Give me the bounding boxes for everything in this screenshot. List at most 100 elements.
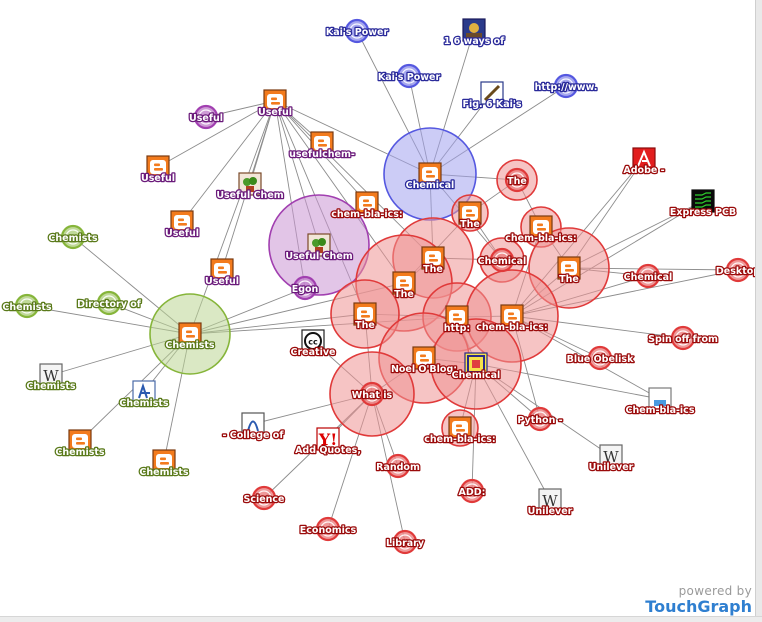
node-the[interactable]: The	[421, 246, 445, 276]
node-label: chem-bla-ics:	[331, 209, 402, 220]
node-ring	[359, 381, 385, 407]
node-the[interactable]: The	[504, 167, 530, 193]
node-fig-6-kai-s[interactable]: Fig. 6 Kai's	[461, 81, 523, 111]
node-noel-o-blog[interactable]: Noel O'Blog:	[390, 346, 458, 376]
node-ring	[459, 478, 485, 504]
blogger-icon	[152, 449, 176, 473]
node-chemists[interactable]: Chemists	[118, 380, 170, 410]
node-useful-chem[interactable]: Useful Chem	[284, 233, 354, 263]
node-ring	[251, 485, 277, 511]
node-label: ADD:	[459, 487, 486, 498]
node-what-is[interactable]: What is	[350, 381, 394, 407]
node-science[interactable]: Science	[242, 485, 286, 511]
node-chemical[interactable]: Chemical	[450, 352, 502, 382]
node-egon[interactable]: Egon	[290, 275, 320, 301]
node-add[interactable]: ADD:	[457, 478, 487, 504]
node-python[interactable]: Python -	[516, 406, 564, 432]
node-chemists[interactable]: Chemists	[47, 224, 99, 250]
node-label: Spin off from	[648, 334, 718, 345]
node-label: Fig. 6 Kai's	[463, 99, 522, 110]
node-the[interactable]: The	[458, 201, 482, 231]
node-http-www[interactable]: http://www.	[533, 73, 599, 99]
node-label: The	[559, 274, 579, 285]
node-label: Kai's Power	[378, 72, 441, 83]
node-adobe[interactable]: Adobe -	[622, 147, 666, 177]
node-chem-bla-ics[interactable]: chem-bla-ics:	[504, 215, 578, 245]
node-kai-s-power[interactable]: Kai's Power	[377, 63, 442, 89]
blogger-icon	[529, 215, 553, 239]
node-useful[interactable]: Useful	[188, 104, 224, 130]
node-label: Useful	[258, 107, 292, 118]
node-ring	[489, 247, 515, 273]
adobe-icon	[632, 147, 656, 171]
node-useful[interactable]: Useful	[204, 258, 240, 288]
blogger-icon	[500, 304, 524, 328]
node-chemists[interactable]: Chemists	[164, 322, 216, 352]
flask-icon	[648, 387, 672, 411]
node-useful[interactable]: Useful	[257, 89, 293, 119]
node-random[interactable]: Random	[375, 453, 421, 479]
node-chem-bla-ics[interactable]: chem-bla-ics:	[423, 416, 497, 446]
node-add-quotes[interactable]: Y!Add Quotes,	[294, 427, 362, 457]
node-kai-s-power[interactable]: Kai's Power	[325, 18, 390, 44]
node-ring	[504, 167, 530, 193]
node-http[interactable]: http:	[442, 305, 472, 335]
node-ring	[527, 406, 553, 432]
node-ring	[193, 104, 219, 130]
node-chem-bla-ics[interactable]: chem-bla-ics:	[475, 304, 549, 334]
node-chemical[interactable]: Chemical	[476, 247, 528, 273]
node-label: Chemical	[406, 180, 455, 191]
node-desktop[interactable]: Desktop	[715, 257, 762, 283]
node-label: Chemists	[48, 233, 98, 244]
node-label: Science	[243, 494, 284, 505]
node-the[interactable]: The	[353, 302, 377, 332]
college-icon	[241, 412, 265, 436]
node-chemists[interactable]: Chemists	[138, 449, 190, 479]
blogger-icon	[421, 246, 445, 270]
node-label: Useful	[189, 113, 223, 124]
node-college-of[interactable]: - College of	[221, 412, 286, 442]
node-label: 1 6 ways of	[444, 36, 505, 47]
node-chemical[interactable]: Chemical	[404, 162, 456, 192]
blogger-icon	[210, 258, 234, 282]
node-chem-bla-ics[interactable]: chem-bla-ics:	[330, 191, 404, 221]
node-library[interactable]: Library	[385, 529, 426, 555]
node-ring	[670, 325, 696, 351]
node-useful[interactable]: Useful	[164, 210, 200, 240]
node-directory-of[interactable]: Directory of	[76, 290, 143, 316]
pcb-icon	[691, 189, 715, 213]
node-label: Adobe -	[623, 165, 664, 176]
node-chemists[interactable]: Chemists	[54, 429, 106, 459]
node-useful-chem[interactable]: Useful Chem	[215, 172, 285, 202]
node-label: Creative	[291, 347, 336, 358]
photo-icon	[462, 18, 486, 42]
node-label: Add Quotes,	[295, 445, 361, 456]
node-label: Noel O'Blog:	[391, 364, 457, 375]
node-chemists[interactable]: Chemists	[1, 293, 53, 319]
node-blue-obelisk[interactable]: Blue Obelisk	[565, 345, 635, 371]
molecule-icon	[132, 380, 156, 404]
node-usefulchem[interactable]: usefulchem-	[288, 131, 356, 161]
node-1-6-ways-of[interactable]: 1 6 ways of	[442, 18, 506, 48]
touchgraph-brand[interactable]: powered by TouchGraph	[645, 584, 752, 616]
wikipedia-icon: W	[39, 363, 63, 387]
node-economics[interactable]: Economics	[299, 516, 358, 542]
node-the[interactable]: The	[557, 256, 581, 286]
node-chem-bla-ics[interactable]: Chem-bla-ics	[624, 387, 696, 417]
blogger-icon	[458, 201, 482, 225]
node-label: http://www.	[535, 82, 598, 93]
node-spin-off-from[interactable]: Spin off from	[647, 325, 719, 351]
node-label: Egon	[292, 284, 319, 295]
node-label: Python -	[517, 415, 562, 426]
node-useful[interactable]: Useful	[140, 155, 176, 185]
node-the[interactable]: The	[392, 271, 416, 301]
node-ring	[96, 290, 122, 316]
node-chemical[interactable]: Chemical	[622, 263, 674, 289]
node-express-pcb[interactable]: Express PCB	[669, 189, 737, 219]
blogger-icon	[353, 302, 377, 326]
